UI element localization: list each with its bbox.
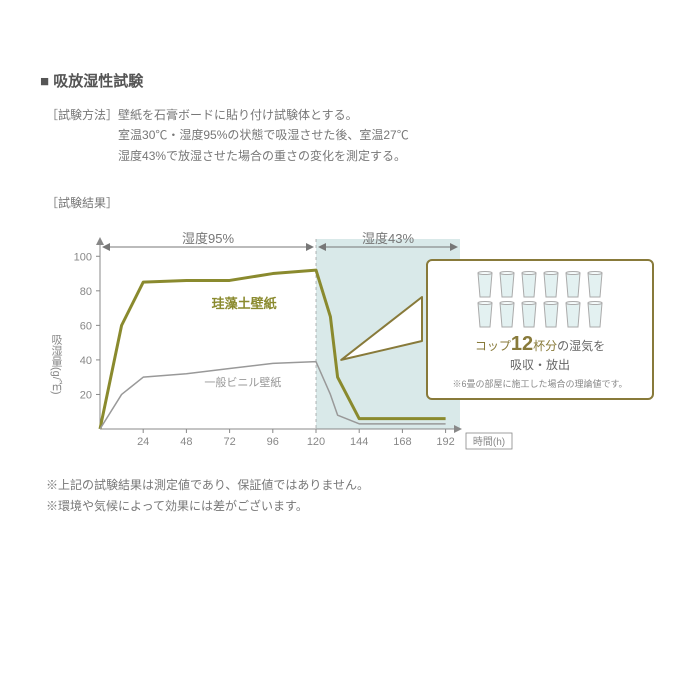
series-label-diatom: 珪藻土壁紙: [212, 296, 277, 311]
arrowhead: [306, 243, 314, 251]
method-line: 湿度43%で放湿させた場合の重さの変化を測定する。: [118, 146, 409, 166]
x-tick-label: 192: [436, 436, 454, 448]
x-tick-label: 48: [180, 436, 192, 448]
method-line: 室温30℃・湿度95%の状態で吸湿させた後、室温27℃: [118, 125, 409, 145]
cup-icon: [497, 301, 517, 329]
cup-icon: [475, 301, 495, 329]
y-tick-label: 80: [80, 286, 92, 298]
method-text: 壁紙を石膏ボードに貼り付け試験体とする。室温30℃・湿度95%の状態で吸湿させた…: [118, 105, 409, 166]
callout-box: コップ12杯分の湿気を 吸収・放出 ※6畳の部屋に施工した場合の理論値です。: [426, 259, 654, 400]
series-label-vinyl: 一般ビニル壁紙: [204, 375, 281, 389]
callout-note: ※6畳の部屋に施工した場合の理論値です。: [440, 377, 640, 390]
cup-icon: [541, 271, 561, 299]
cup-icon: [585, 271, 605, 299]
disclaimers: ※上記の試験結果は測定値であり、保証値ではありません。※環境や気候によって効果に…: [46, 475, 670, 516]
y-axis-label: 吸湿量(g/㎡): [50, 334, 63, 395]
x-axis-label: 時間(h): [473, 436, 505, 448]
cup-icon: [519, 271, 539, 299]
cup-icon: [497, 271, 517, 299]
x-tick-label: 120: [307, 436, 325, 448]
method-label: ［試験方法］: [46, 105, 118, 166]
cup-icon: [585, 301, 605, 329]
disclaimer-line: ※環境や気候によって効果には差がございます。: [46, 496, 670, 516]
x-tick-label: 72: [223, 436, 235, 448]
x-tick-label: 96: [267, 436, 279, 448]
y-tick-label: 100: [74, 251, 92, 263]
humidity-right-label: 湿度43%: [362, 231, 414, 246]
chart-area: 20 40 60 80 100 24 48 72 96 120 144 168 192 時間(h) 吸湿量(…: [40, 219, 660, 459]
method-block: ［試験方法］ 壁紙を石膏ボードに貼り付け試験体とする。室温30℃・湿度95%の状…: [46, 105, 670, 166]
section-title: ■ 吸放湿性試験: [40, 70, 670, 91]
cup-icon: [563, 301, 583, 329]
x-tick-label: 144: [350, 436, 368, 448]
y-axis-arrow: [96, 237, 104, 245]
disclaimer-line: ※上記の試験結果は測定値であり、保証値ではありません。: [46, 475, 670, 495]
callout-line1: コップ12杯分の湿気を: [440, 333, 640, 356]
cups-row: [440, 271, 640, 299]
x-tick-label: 24: [137, 436, 149, 448]
x-tick-label: 168: [393, 436, 411, 448]
cups-row: [440, 301, 640, 329]
result-label: ［試験結果］: [46, 194, 670, 211]
cup-icon: [541, 301, 561, 329]
cup-icon: [563, 271, 583, 299]
cup-icon: [475, 271, 495, 299]
y-tick-label: 20: [80, 390, 92, 402]
humidity-left-label: 湿度95%: [182, 231, 234, 246]
method-line: 壁紙を石膏ボードに貼り付け試験体とする。: [118, 105, 409, 125]
y-tick-label: 60: [80, 321, 92, 333]
cup-icon: [519, 301, 539, 329]
y-tick-label: 40: [80, 355, 92, 367]
callout-line2: 吸収・放出: [440, 356, 640, 373]
